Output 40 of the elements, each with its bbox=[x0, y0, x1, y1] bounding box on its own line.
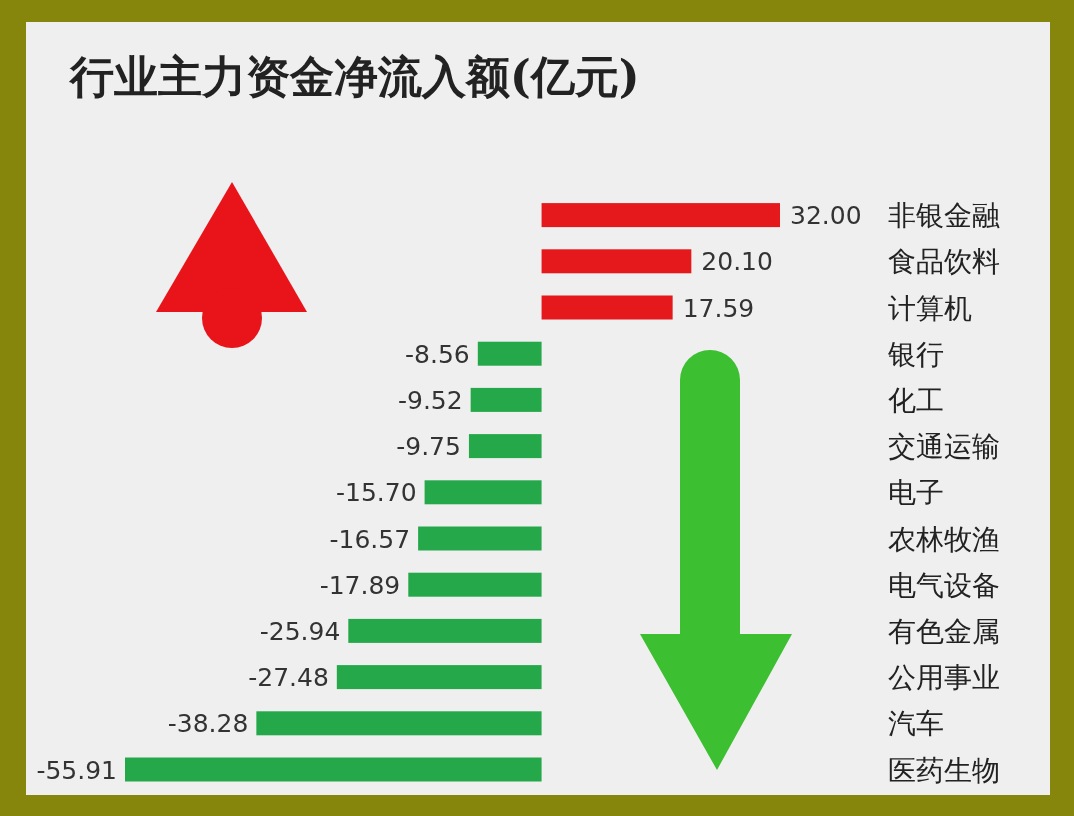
y-tick-label: 农林牧渔 bbox=[888, 522, 1000, 556]
data-label: -25.94 bbox=[259, 616, 341, 646]
y-tick-label: 医药生物 bbox=[888, 753, 1000, 787]
y-tick-label: 有色金属 bbox=[888, 614, 1000, 648]
data-label: 17.59 bbox=[682, 293, 755, 323]
y-tick-label: 银行 bbox=[887, 337, 944, 371]
bar bbox=[256, 711, 542, 736]
y-tick-label: 电子 bbox=[888, 476, 944, 510]
data-label: -16.57 bbox=[329, 524, 411, 554]
data-label: -9.75 bbox=[396, 432, 461, 462]
data-label: -38.28 bbox=[167, 709, 249, 739]
bar bbox=[424, 480, 542, 505]
data-label: -17.89 bbox=[319, 570, 401, 600]
bar bbox=[348, 618, 542, 643]
bar bbox=[477, 341, 542, 366]
data-label: -27.48 bbox=[248, 663, 329, 693]
bar bbox=[470, 387, 542, 412]
data-label: 20.10 bbox=[701, 247, 773, 277]
bar bbox=[541, 295, 673, 320]
data-label: -55.91 bbox=[36, 755, 117, 785]
data-label: -15.70 bbox=[336, 478, 417, 508]
bar bbox=[125, 757, 542, 782]
chart-title: 行业主力资金净流入额(亿元) bbox=[68, 51, 640, 102]
bar bbox=[468, 434, 542, 459]
y-tick-label: 电气设备 bbox=[888, 568, 1000, 602]
bar bbox=[541, 203, 780, 228]
y-tick-label: 计算机 bbox=[888, 291, 972, 325]
y-tick-label: 非银金融 bbox=[888, 199, 1000, 233]
bar bbox=[336, 665, 542, 690]
bar bbox=[541, 249, 692, 274]
y-tick-label: 食品饮料 bbox=[888, 245, 1000, 279]
data-label: -9.52 bbox=[397, 385, 463, 415]
data-label: 32.00 bbox=[790, 201, 862, 231]
y-tick-label: 汽车 bbox=[888, 707, 944, 741]
y-tick-label: 公用事业 bbox=[888, 661, 1000, 695]
bar bbox=[418, 526, 542, 551]
data-label: -8.56 bbox=[405, 339, 470, 369]
y-tick-label: 交通运输 bbox=[888, 430, 1000, 464]
y-tick-label: 化工 bbox=[888, 383, 944, 417]
bar bbox=[408, 572, 542, 597]
